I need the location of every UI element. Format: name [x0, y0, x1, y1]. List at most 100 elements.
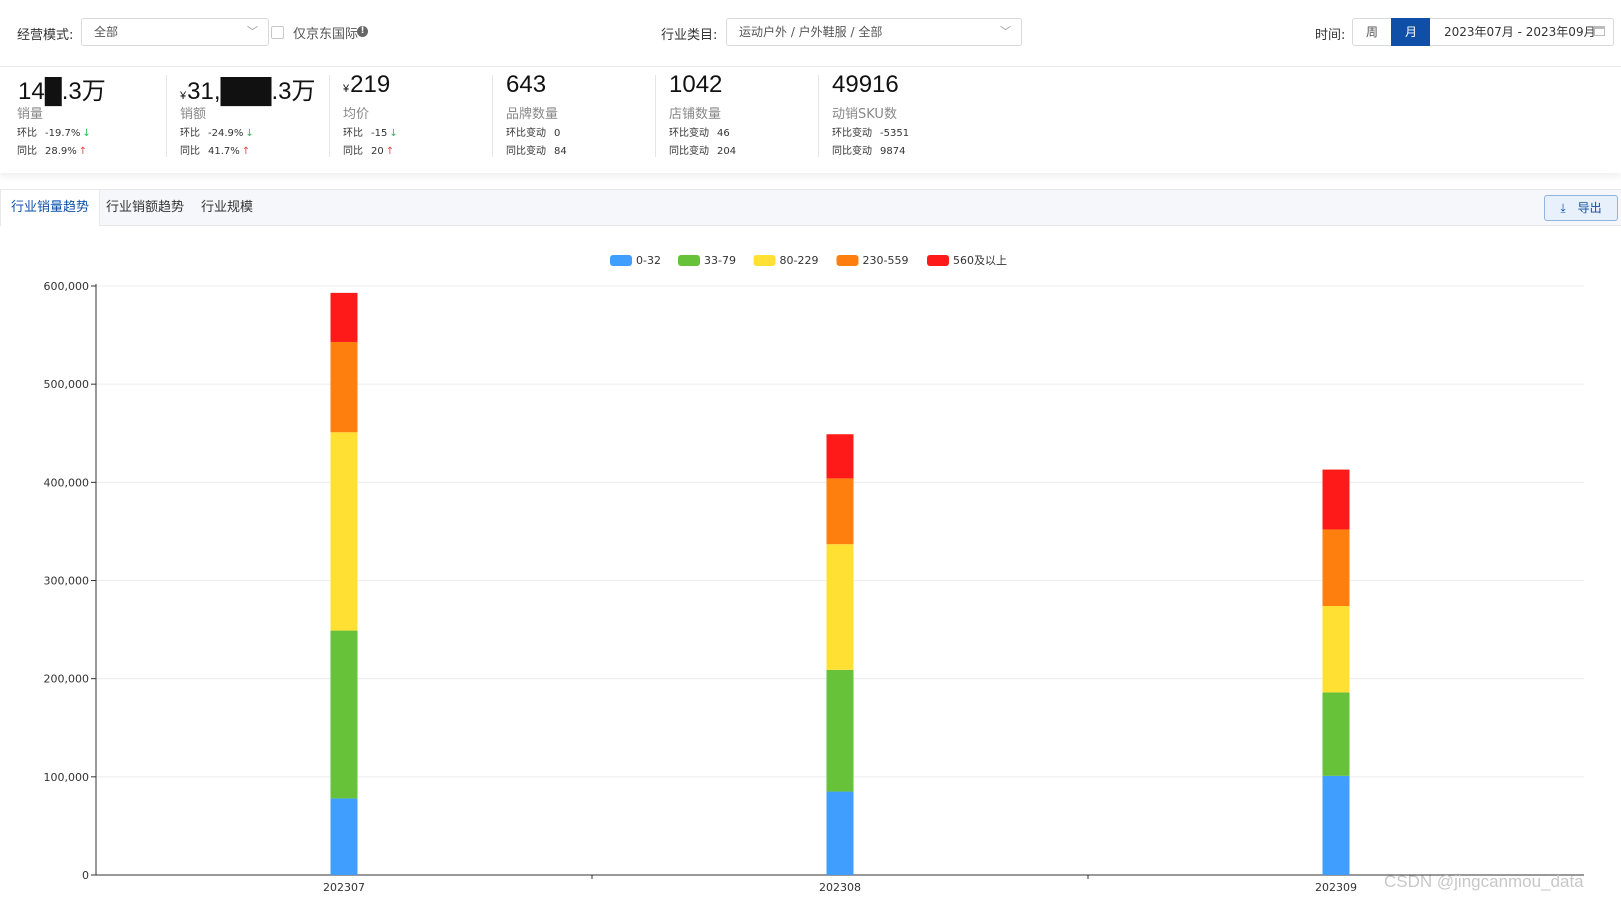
- mode-label: 经营模式:: [17, 28, 74, 43]
- legend-swatch: [836, 255, 859, 266]
- metric-yoy: 同比变动 204: [669, 146, 737, 157]
- metric-value: 1042: [669, 71, 723, 98]
- jd-intl-label: 仅京东国际: [293, 27, 359, 42]
- y-tick-label: 0: [82, 869, 89, 882]
- x-tick-label: 202308: [819, 881, 861, 894]
- legend-swatch: [753, 255, 776, 266]
- y-tick-label: 600,000: [44, 280, 90, 293]
- metric-yoy: 同比 41.7% ↑: [180, 146, 251, 157]
- arrow-up-icon: ↑: [78, 146, 88, 157]
- divider: [818, 75, 819, 157]
- metric-sales-volume: 14█.3万 销量 环比 -19.7% ↓ 同比 28.9% ↑: [17, 67, 167, 163]
- legend-label: 0-32: [636, 254, 661, 267]
- metric-sales-amount: ¥31,███.3万 销额 环比 -24.9% ↓ 同比 41.7% ↑: [180, 67, 330, 163]
- watermark: CSDN @jingcanmou_data: [1384, 872, 1584, 891]
- metric-value: 643: [506, 71, 547, 98]
- legend-label: 33-79: [704, 254, 736, 267]
- metric-mom: 环比变动 -5351: [832, 128, 910, 139]
- metric-name: 销量: [17, 107, 44, 122]
- metric-yoy: 同比变动 84: [506, 146, 567, 157]
- bar-segment: [826, 478, 854, 545]
- metric-name: 均价: [343, 107, 370, 122]
- metric-name: 店铺数量: [669, 107, 722, 122]
- mode-select-value: 全部: [94, 25, 119, 39]
- metric-yoy: 同比 20 ↑: [343, 146, 395, 157]
- bar-segment: [826, 791, 854, 875]
- stacked-bar-chart: 0 100,000 200,000 300,000 400,000 500,000 600,…: [0, 240, 1621, 903]
- bar-segment: [1322, 775, 1350, 875]
- divider: [655, 75, 656, 157]
- metric-value: ¥31,███.3万: [180, 78, 316, 105]
- bar-segment: [330, 341, 358, 433]
- category-select-value: 运动户外 / 户外鞋服 / 全部: [739, 25, 883, 39]
- tab-industry-scale[interactable]: 行业规模: [201, 200, 254, 215]
- time-label: 时间:: [1315, 28, 1346, 43]
- chevron-down-icon: ﹀: [1000, 25, 1011, 38]
- divider: [166, 75, 167, 157]
- export-button[interactable]: ⤓ 导出: [1544, 195, 1618, 221]
- category-select[interactable]: 运动户外 / 户外鞋服 / 全部 ﹀: [726, 18, 1022, 46]
- bar-segment: [330, 432, 358, 631]
- bar-segment: [330, 630, 358, 799]
- tab-sales-volume-trend[interactable]: 行业销量趋势: [0, 190, 101, 226]
- info-icon: !: [357, 26, 368, 37]
- arrow-down-icon: ↓: [245, 128, 254, 139]
- legend-label: 560及以上: [953, 254, 1007, 267]
- calendar-icon: [1594, 26, 1605, 36]
- metric-sku-count: 49916 动销SKU数 环比变动 -5351 同比变动 9874: [832, 67, 982, 163]
- metric-name: 动销SKU数: [832, 107, 897, 122]
- date-range-picker[interactable]: 2023年07月 - 2023年09月: [1430, 18, 1614, 46]
- date-range-value: 2023年07月 - 2023年09月: [1444, 25, 1596, 39]
- legend-swatch: [678, 255, 700, 266]
- bar-segment: [330, 798, 358, 875]
- arrow-up-icon: ↑: [241, 146, 251, 157]
- metric-value: ¥219: [343, 71, 391, 98]
- metric-mom: 环比变动 46: [669, 128, 730, 139]
- week-toggle[interactable]: 周: [1352, 18, 1392, 46]
- metric-name: 品牌数量: [506, 107, 559, 122]
- jd-intl-checkbox[interactable]: [271, 26, 284, 39]
- chart-svg: 0 100,000 200,000 300,000 400,000 500,000 600,…: [44, 254, 1584, 894]
- chevron-down-icon: ﹀: [247, 25, 258, 38]
- month-toggle[interactable]: 月: [1391, 18, 1431, 46]
- metric-yoy: 同比变动 9874: [832, 146, 906, 157]
- legend-swatch: [610, 255, 632, 266]
- metric-value: 49916: [832, 71, 899, 98]
- x-tick-label: 202307: [323, 881, 365, 894]
- export-label: 导出: [1577, 201, 1602, 215]
- y-tick-label: 300,000: [44, 575, 90, 588]
- category-label: 行业类目:: [661, 28, 718, 43]
- tab-sales-amount-trend[interactable]: 行业销额趋势: [106, 200, 185, 215]
- y-tick-label: 200,000: [44, 673, 90, 686]
- bar-segment: [826, 434, 854, 479]
- arrow-down-icon: ↓: [82, 128, 91, 139]
- bar-segment: [1322, 692, 1350, 776]
- bar-segment: [1322, 606, 1350, 693]
- metric-mom: 环比变动 0: [506, 128, 561, 139]
- divider: [329, 75, 330, 157]
- arrow-up-icon: ↑: [385, 146, 395, 157]
- metrics-panel: 14█.3万 销量 环比 -19.7% ↓ 同比 28.9% ↑ ¥31,███.3万 …: [0, 67, 1621, 173]
- download-icon: ⤓: [1560, 201, 1566, 215]
- metric-value: 14█.3万: [18, 78, 106, 105]
- bar-segment: [826, 669, 854, 792]
- bar-segment: [330, 292, 358, 342]
- metric-mom: 环比 -15 ↓: [343, 128, 398, 139]
- y-tick-label: 500,000: [44, 378, 90, 391]
- metric-mom: 环比 -24.9% ↓: [180, 128, 254, 139]
- filter-bar: 经营模式: 全部 ﹀ 仅京东国际 ! 行业类目: 运动户外 / 户外鞋服 / 全…: [0, 0, 1621, 67]
- x-tick-label: 202309: [1315, 881, 1357, 894]
- mode-select[interactable]: 全部 ﹀: [81, 18, 269, 46]
- y-tick-label: 400,000: [44, 476, 90, 489]
- y-tick-label: 100,000: [44, 771, 90, 784]
- divider: [492, 75, 493, 157]
- metric-name: 销额: [180, 107, 207, 122]
- bar-segment: [826, 544, 854, 670]
- legend-swatch: [927, 255, 949, 266]
- arrow-down-icon: ↓: [389, 128, 398, 139]
- chart-tabs: 行业销量趋势 行业销额趋势 行业规模 ⤓ 导出: [0, 189, 1621, 226]
- bar-segment: [1322, 529, 1350, 607]
- legend-label: 80-229: [780, 254, 819, 267]
- bar-segment: [1322, 469, 1350, 530]
- metric-mom: 环比 -19.7% ↓: [17, 128, 91, 139]
